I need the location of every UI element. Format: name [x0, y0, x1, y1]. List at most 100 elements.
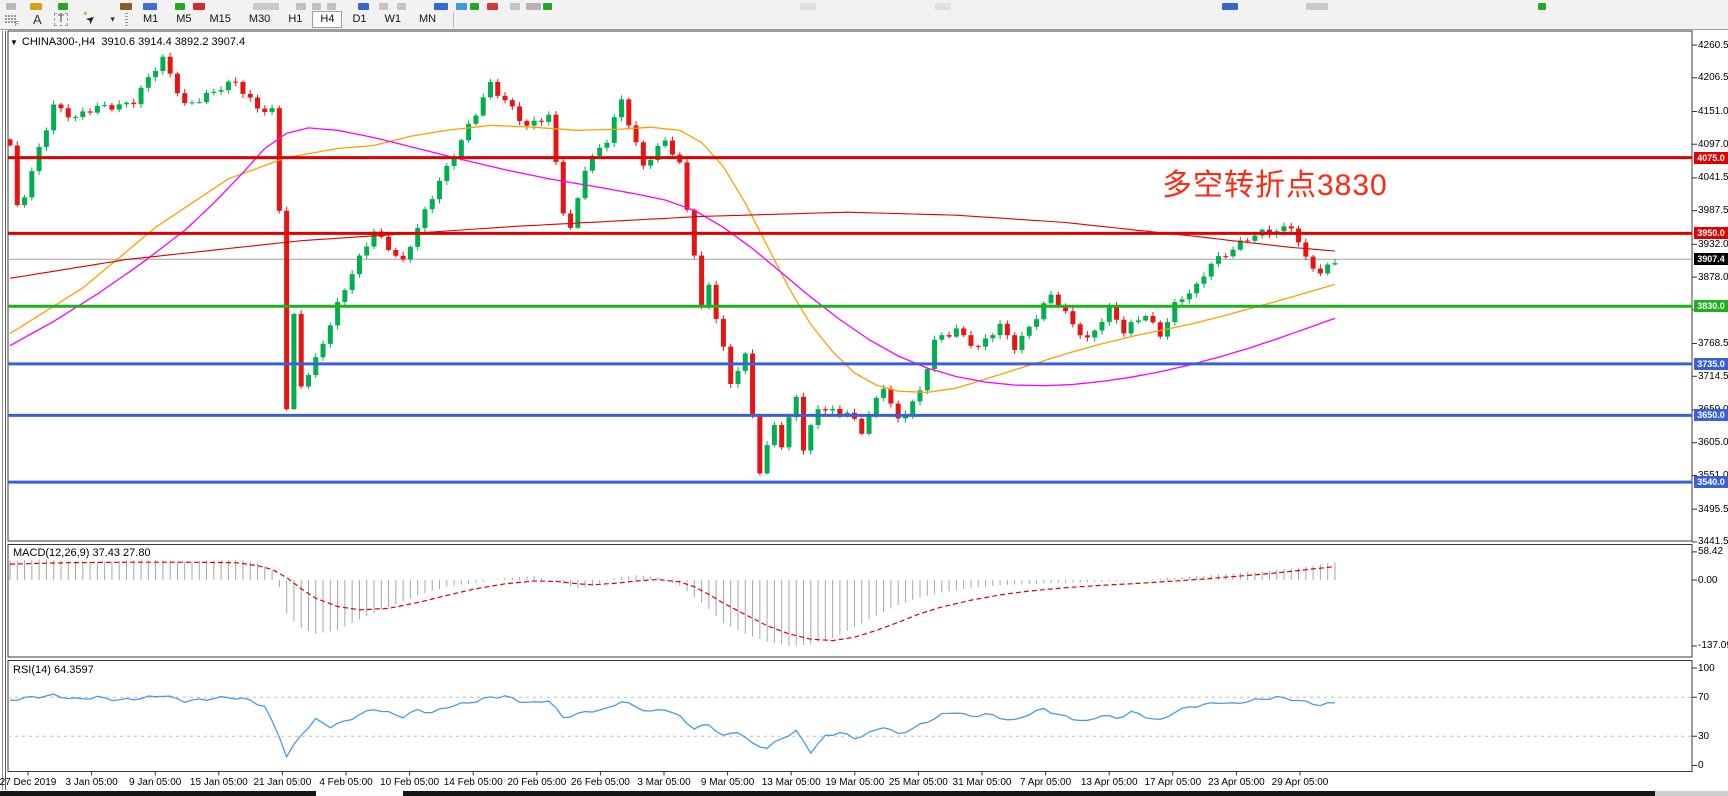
ma-mid-magenta: [9, 127, 1336, 387]
grip-label: F: [14, 20, 19, 28]
candle-body: [153, 70, 159, 78]
candle-body: [873, 397, 879, 416]
candle-body: [961, 328, 967, 336]
candle-body: [990, 335, 996, 339]
candle-body: [546, 114, 552, 122]
candle-body: [1012, 335, 1018, 350]
candle-body: [371, 231, 377, 247]
toolbar-icon-fragment: [296, 3, 306, 10]
timeframe-button-m5[interactable]: M5: [176, 13, 192, 25]
candle-body: [1055, 294, 1061, 307]
candle-body: [611, 117, 617, 143]
candle-body: [138, 87, 144, 105]
candle-body: [204, 92, 210, 103]
cursor-dropdown-icon[interactable]: ▾: [110, 14, 115, 24]
candle-body: [640, 142, 646, 166]
timeframe-button-h1[interactable]: H1: [288, 13, 303, 25]
candle-body: [1026, 326, 1032, 336]
macd-panel[interactable]: [7, 544, 1693, 658]
candle-body: [1033, 319, 1039, 327]
candle-body: [1077, 324, 1083, 336]
toolbar-icon-fragment: [487, 3, 498, 10]
candle-body: [822, 409, 828, 411]
toolbar-icon-fragment: [120, 3, 132, 10]
candle-body: [22, 197, 28, 205]
timeframe-button-w1[interactable]: W1: [384, 13, 402, 25]
candle-body: [1325, 264, 1331, 274]
font-tool-button[interactable]: A: [33, 12, 42, 27]
candle-body: [1332, 263, 1338, 265]
main-chart-panel[interactable]: [7, 30, 1693, 542]
candle-body: [131, 102, 137, 105]
candle-body: [750, 353, 756, 416]
toolbar-grip[interactable]: F: [3, 14, 19, 28]
candle-body: [1092, 330, 1098, 338]
candle-body: [859, 418, 865, 434]
candle-body: [779, 425, 785, 448]
symbol-dropdown-icon[interactable]: ▼: [10, 38, 18, 47]
candle-body: [51, 104, 57, 131]
candle-body: [1288, 226, 1294, 229]
candle-body: [538, 120, 544, 122]
timeframe-button-d1[interactable]: D1: [352, 13, 367, 25]
candle-body: [1223, 256, 1229, 258]
candle-body: [793, 396, 799, 418]
candle-body: [1150, 316, 1156, 323]
candle-body: [1135, 320, 1141, 323]
candle-body: [1252, 235, 1258, 241]
toolbar-icon-fragment: [58, 3, 68, 10]
toolbar-icon-fragment: [312, 3, 321, 10]
candle-body: [626, 99, 632, 126]
candle-body: [415, 227, 421, 247]
candle-body: [335, 301, 341, 326]
toolbar-icon-fragment: [253, 3, 279, 10]
candle-body: [655, 145, 661, 161]
toolbar-icon-fragment: [470, 3, 479, 10]
symbol-title[interactable]: ▼ CHINA300-,H4 3910.6 3914.4 3892.2 3907.…: [8, 36, 245, 48]
candle-body: [1201, 276, 1207, 284]
candle-body: [597, 147, 603, 156]
toolbar-icon-fragment: [379, 3, 388, 10]
toolbar-icon-fragment: [143, 3, 157, 10]
toolbar-splitter[interactable]: [124, 13, 128, 26]
timeframe-button-m30[interactable]: M30: [248, 13, 271, 25]
cursor-tool-button[interactable]: ✶ ➤: [82, 11, 106, 27]
candle-body: [211, 91, 217, 93]
candle-body: [881, 388, 887, 398]
timeframe-button-mn[interactable]: MN: [419, 13, 437, 25]
candle-body: [968, 335, 974, 346]
candle-body: [349, 274, 355, 291]
toolbar-icon-fragment: [175, 3, 185, 10]
candle-body: [757, 415, 763, 474]
candle-body: [94, 105, 100, 113]
candle-body: [167, 56, 173, 74]
candle-body: [830, 408, 836, 411]
rsi-panel[interactable]: [7, 660, 1693, 772]
candle-body: [1157, 322, 1163, 337]
timeframe-button-m1[interactable]: M1: [142, 13, 159, 25]
candle-body: [648, 160, 654, 166]
candle-body: [1143, 316, 1149, 321]
timeframe-button-h4[interactable]: H4: [312, 11, 343, 28]
candle-body: [983, 338, 989, 347]
candle-body: [771, 425, 777, 446]
timeframe-button-m15[interactable]: M15: [209, 13, 231, 25]
candle-body: [808, 425, 814, 451]
candle-body: [422, 209, 428, 228]
candle-body: [553, 114, 559, 162]
candle-body: [1063, 306, 1069, 312]
candle-body: [932, 339, 938, 369]
candle-body: [58, 104, 64, 109]
candle-body: [240, 81, 246, 94]
candle-body: [495, 81, 501, 96]
candle-body: [313, 357, 319, 376]
text-label-tool-button[interactable]: T: [53, 13, 69, 26]
toolbar-icon-fragment: [6, 3, 16, 10]
candle-body: [1281, 226, 1287, 232]
candle-body: [975, 345, 981, 347]
chart-text-annotation[interactable]: 多空转折点3830: [1162, 169, 1388, 202]
candle-body: [7, 139, 13, 146]
candle-body: [342, 290, 348, 302]
candle-body: [524, 120, 530, 126]
